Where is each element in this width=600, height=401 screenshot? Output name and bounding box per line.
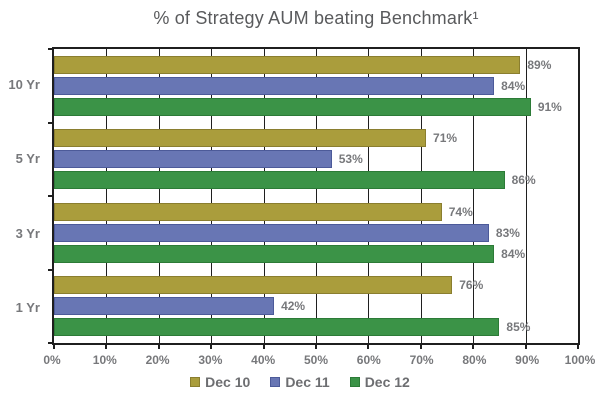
x-axis-tick [210, 343, 213, 349]
gridline [368, 49, 370, 343]
legend-item: Dec 11 [270, 374, 330, 390]
bar-row: 74% [54, 202, 578, 221]
x-axis-tick [577, 343, 579, 349]
bar-row: 91% [54, 97, 578, 116]
x-axis-tick-label: 80% [462, 353, 487, 367]
bar-row: 85% [54, 318, 578, 337]
bar [54, 318, 500, 337]
category-label: 5 Yr [15, 151, 40, 167]
x-axis-tick-label: 50% [303, 353, 329, 367]
bar-row: 84% [54, 244, 578, 263]
chart-title: % of Strategy AUM beating Benchmark¹ [153, 8, 479, 28]
legend-swatch-icon [190, 377, 201, 387]
category-label: 3 Yr [15, 225, 40, 241]
x-axis-tick [105, 343, 108, 349]
legend-label: Dec 11 [285, 374, 330, 390]
gridline [473, 49, 475, 343]
legend-label: Dec 10 [205, 374, 251, 390]
bar [54, 150, 332, 169]
bar-row: 83% [54, 223, 578, 242]
bar-value-label: 76% [459, 278, 484, 293]
bar-value-label: 53% [338, 152, 363, 167]
bar-row: 76% [54, 276, 578, 295]
bar-value-label: 71% [433, 131, 458, 146]
x-axis-tick [367, 343, 370, 349]
legend-swatch-icon [349, 377, 360, 387]
bar [54, 223, 489, 242]
bar [54, 129, 427, 148]
gridline [211, 49, 213, 343]
legend-item: Dec 10 [190, 374, 250, 390]
bar-row: 84% [54, 76, 578, 95]
y-axis-tick [48, 48, 54, 50]
y-axis-tick [48, 195, 54, 197]
bar [54, 55, 521, 74]
bar-row: 86% [54, 171, 578, 190]
category-label: 1 Yr [15, 300, 40, 316]
x-axis-tick-labels: 0% 10% 20% 30% 40% 50% 60% 70% 80% 90% 100% [43, 353, 595, 368]
gridline [158, 49, 160, 343]
bar-value-label: 83% [495, 225, 520, 240]
bar-row: 71% [54, 129, 578, 148]
bar-group: 74% 83% 84% [54, 196, 578, 270]
x-axis-tick-label: 20% [145, 353, 170, 367]
gridline [263, 49, 265, 343]
x-axis-tick [419, 343, 422, 349]
bar [54, 297, 275, 316]
bar-row: 53% [54, 150, 578, 169]
x-axis-tick [524, 343, 527, 349]
x-axis-tick-label: 10% [92, 353, 117, 367]
bar [54, 97, 531, 116]
bar-row: 42% [54, 297, 578, 316]
bar-row: 89% [54, 55, 578, 74]
category-label: 10 Yr [8, 76, 40, 92]
y-axis-tick [48, 342, 54, 344]
x-axis-tick-label: 70% [409, 353, 434, 367]
bar [54, 76, 495, 95]
legend-swatch-icon [270, 377, 281, 387]
gridline [106, 49, 108, 343]
bar [54, 276, 453, 295]
x-axis-tick [315, 343, 317, 349]
bar-value-label: 74% [448, 204, 473, 219]
y-axis-tick [48, 268, 54, 271]
gridline [420, 49, 422, 343]
bar-value-label: 42% [281, 299, 306, 314]
x-axis-tick [262, 343, 265, 349]
bar [54, 171, 505, 190]
bar-value-label: 84% [501, 246, 526, 261]
gridline [525, 49, 527, 343]
bar-group: 76% 42% 85% [54, 270, 578, 344]
bar-value-label: 86% [511, 173, 536, 188]
bar-groups: 89% 84% 91% 71% 53% 86% 74% 83% 84% 76% 42% 85% [54, 49, 578, 343]
x-axis-tick-label: 90% [515, 353, 540, 367]
bar-value-label: 91% [537, 99, 562, 114]
x-axis-tick-label: 60% [356, 353, 381, 367]
bar [54, 202, 442, 221]
x-axis-tick [472, 343, 475, 349]
bar-value-label: 84% [501, 78, 526, 93]
bar-value-label: 85% [506, 320, 531, 335]
legend-item: Dec 12 [349, 374, 410, 390]
legend: Dec 10 Dec 11 Dec 12 [0, 374, 600, 390]
y-axis-tick [48, 121, 54, 124]
bar-group: 89% 84% 91% [54, 49, 578, 123]
x-axis-tick [157, 343, 160, 349]
x-axis-tick-label: 0% [43, 353, 61, 367]
bar [54, 244, 495, 263]
x-axis-tick-label: 30% [198, 353, 223, 367]
x-axis-tick [53, 343, 55, 349]
bar-value-label: 89% [527, 57, 552, 72]
plot-area: 89% 84% 91% 71% 53% 86% 74% 83% 84% 76% 42% 85% [48, 47, 580, 349]
legend-label: Dec 12 [364, 374, 410, 390]
x-axis-tick-label: 40% [251, 353, 276, 367]
gridline [316, 49, 317, 343]
bar-group: 71% 53% 86% [54, 123, 578, 197]
x-axis-tick-label: 100% [564, 353, 596, 367]
y-axis-labels: 10 Yr 5 Yr 3 Yr 1 Yr [0, 47, 50, 345]
